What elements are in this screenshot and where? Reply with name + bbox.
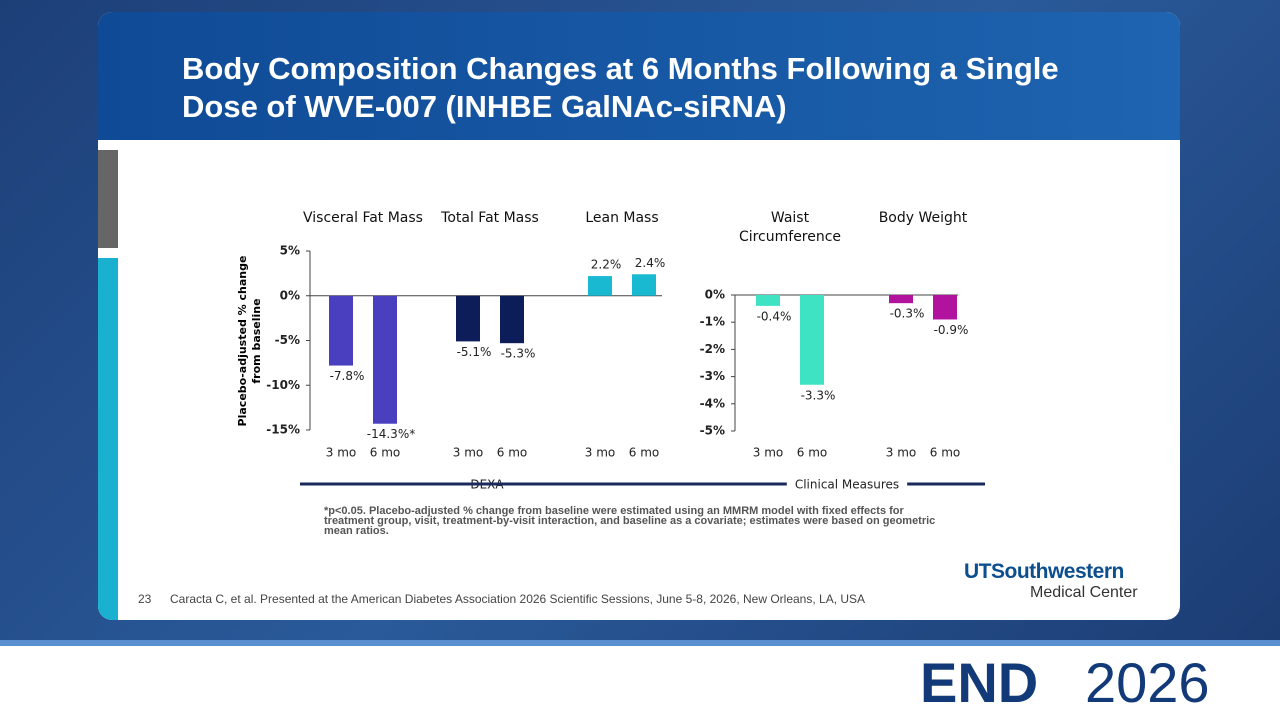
slide-card: Body Composition Changes at 6 Months Fol…: [98, 12, 1180, 620]
slide-title: Body Composition Changes at 6 Months Fol…: [182, 51, 1059, 124]
logo: UTSouthwestern: [964, 560, 1124, 583]
y-tick-label: -3%: [700, 369, 725, 383]
group-label: Visceral Fat Mass: [303, 210, 423, 226]
x-tick-label: 3 mo: [753, 446, 783, 460]
value-label: 2.4%: [635, 256, 666, 270]
bar: [889, 295, 913, 304]
bar: [456, 295, 480, 342]
x-tick-label: 6 mo: [930, 446, 960, 460]
bar: [632, 274, 656, 296]
y-tick-label: -10%: [266, 378, 300, 392]
section-label: Clinical Measures: [795, 478, 899, 492]
section-label-bg: [786, 475, 908, 494]
bar: [933, 295, 957, 320]
bar: [588, 276, 612, 296]
y-tick-label: 5%: [280, 244, 300, 258]
event-logo-right: 2026: [1085, 651, 1210, 714]
value-label: -0.9%: [934, 323, 969, 337]
chart: 5% 0% -5% -10% -15% -7.8% 3 mo -14.3%* 6 mo -5.1%…: [266, 244, 985, 494]
group-label: Body Weight: [878, 210, 968, 226]
bar: [329, 295, 353, 366]
x-tick-label: 6 mo: [370, 446, 400, 460]
group-label: Total Fat Mass: [441, 210, 539, 226]
y-tick-label: 0%: [705, 288, 725, 302]
y-tick-label: 0%: [280, 288, 300, 302]
value-label: -3.3%: [801, 388, 836, 402]
y-tick-label: -15%: [266, 423, 300, 437]
x-tick-label: 6 mo: [629, 446, 659, 460]
group-label: Lean Mass: [585, 210, 659, 226]
y-tick-label: -5%: [700, 424, 725, 438]
y-tick-label: -1%: [700, 315, 725, 329]
bar: [373, 295, 397, 424]
citation: Caracta C, et al. Presented at the Ameri…: [170, 592, 866, 606]
y-axis-label: Placebo-adjusted % change from baseline: [236, 255, 263, 426]
value-label: -0.3%: [890, 307, 925, 321]
value-label: -7.8%: [330, 369, 365, 383]
logo-subtitle: Medical Center: [1030, 584, 1138, 601]
x-tick-label: 6 mo: [797, 446, 827, 460]
x-tick-label: 3 mo: [886, 446, 916, 460]
bar: [800, 295, 824, 385]
bar: [756, 295, 780, 306]
y-tick-label: -4%: [700, 396, 725, 410]
group-label: Waist Circumference: [738, 210, 842, 245]
bar: [500, 295, 524, 344]
x-tick-label: 3 mo: [453, 446, 483, 460]
value-label: -5.1%: [457, 345, 492, 359]
value-label: -5.3%: [501, 347, 536, 361]
value-label: -14.3%*: [367, 427, 415, 441]
x-tick-label: 3 mo: [326, 446, 356, 460]
value-label: -0.4%: [757, 309, 792, 323]
x-tick-label: 3 mo: [585, 446, 615, 460]
footnote: *p<0.05. Placebo-adjusted % change from …: [324, 505, 936, 537]
footer-band: [0, 640, 1280, 720]
y-tick-label: -5%: [275, 333, 300, 347]
y-tick-label: -2%: [700, 342, 725, 356]
page-number: 23: [138, 592, 152, 606]
side-marker: [98, 258, 118, 620]
side-marker: [98, 150, 118, 248]
title-band: [98, 12, 1180, 140]
x-tick-label: 6 mo: [497, 446, 527, 460]
value-label: 2.2%: [591, 258, 622, 272]
event-logo-left: END: [920, 651, 1039, 714]
